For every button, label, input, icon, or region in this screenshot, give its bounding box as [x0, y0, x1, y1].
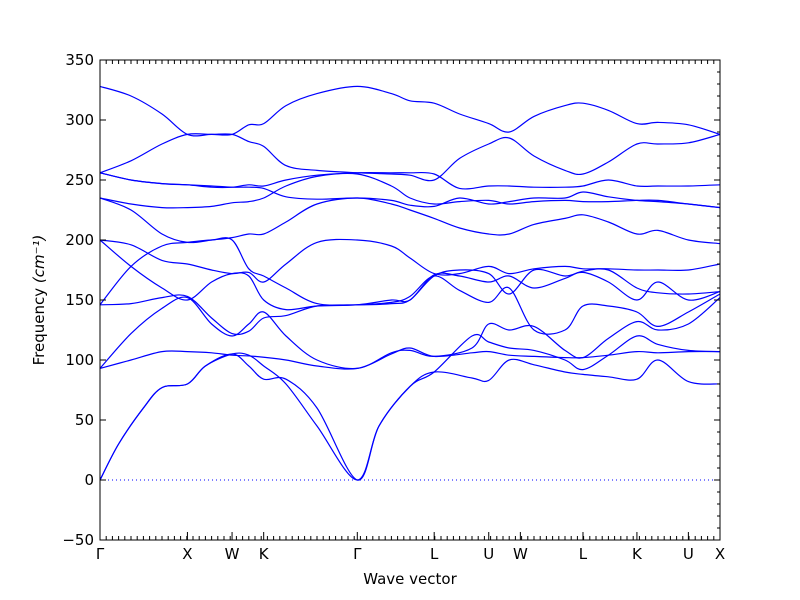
x-tick-label: K	[632, 545, 643, 563]
x-tick-label: W	[513, 545, 528, 563]
y-axis-label: Frequency (cm⁻¹)	[30, 235, 48, 366]
branch-3	[99, 347, 721, 370]
y-tick-label: 200	[65, 231, 94, 249]
branch-10	[99, 172, 721, 209]
y-axis-ticks: −50 0 50 100 150 200 250 300 350	[62, 51, 720, 549]
y-axis-label-text: Frequency	[30, 288, 48, 366]
y-tick-label: 0	[84, 471, 94, 489]
x-tick-label: X	[715, 545, 725, 563]
x-tick-label: X	[182, 545, 192, 563]
x-tick-label: W	[225, 545, 240, 563]
x-tick-label: U	[683, 545, 694, 563]
x-tick-label: U	[483, 545, 494, 563]
x-tick-label: Γ	[353, 545, 362, 563]
branch-12	[99, 171, 721, 190]
x-tick-label: Γ	[96, 545, 105, 563]
y-tick-label: −50	[62, 531, 94, 549]
branch-2	[99, 333, 721, 481]
y-tick-label: 50	[75, 411, 94, 429]
y-tick-label: 300	[65, 111, 94, 129]
y-axis-label-unit: (cm⁻¹)	[30, 235, 48, 284]
y-tick-label: 350	[65, 51, 94, 69]
x-tick-label: L	[579, 545, 588, 563]
branch-9	[99, 197, 721, 245]
dispersion-branches	[99, 85, 721, 481]
y-tick-label: 250	[65, 171, 94, 189]
branch-8	[99, 238, 721, 283]
y-tick-label: 100	[65, 351, 94, 369]
branch-11	[99, 172, 721, 209]
x-axis-label: Wave vector	[363, 570, 457, 588]
branch-5	[99, 275, 721, 336]
x-tick-label: L	[430, 545, 439, 563]
branch-7	[99, 239, 721, 311]
branch-4	[99, 296, 721, 370]
x-tick-label: K	[259, 545, 270, 563]
branch-14	[99, 85, 721, 137]
y-tick-label: 150	[65, 291, 94, 309]
